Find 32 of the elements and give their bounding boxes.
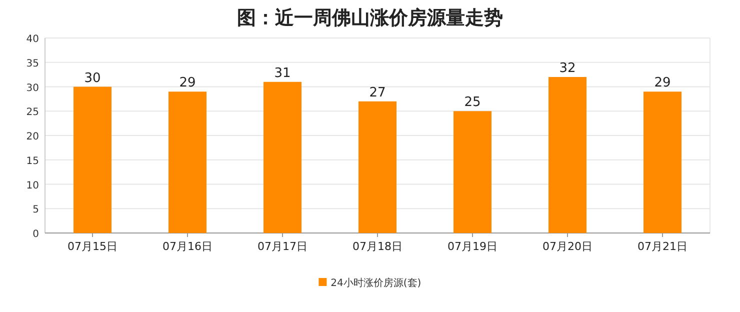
bar	[454, 111, 492, 233]
data-label: 31	[274, 66, 291, 81]
x-tick-label: 07月20日	[542, 240, 592, 253]
x-tick-label: 07月21日	[638, 240, 688, 253]
x-tick-label: 07月17日	[258, 240, 308, 253]
legend-label: 24小时涨价房源(套)	[330, 277, 422, 289]
x-tick-label: 07月19日	[448, 240, 498, 253]
y-tick-label: 30	[26, 82, 39, 94]
y-tick-label: 15	[26, 156, 39, 167]
data-label: 25	[464, 95, 481, 110]
data-label: 30	[84, 70, 101, 86]
y-tick-label: 25	[26, 107, 39, 118]
data-label: 32	[559, 61, 576, 76]
y-tick-label: 10	[26, 180, 39, 192]
data-label: 27	[369, 85, 386, 100]
chart-title: 图：近一周佛山涨价房源量走势	[237, 7, 503, 29]
data-label: 29	[179, 76, 196, 91]
bar	[264, 82, 302, 233]
data-label: 29	[654, 76, 671, 91]
bar	[358, 101, 396, 233]
bar	[168, 92, 206, 233]
bar	[548, 77, 586, 233]
y-tick-label: 5	[32, 204, 39, 216]
y-tick-label: 40	[26, 34, 39, 45]
y-tick-label: 0	[32, 229, 39, 240]
x-tick-label: 07月16日	[162, 240, 212, 253]
bar	[644, 92, 682, 233]
y-tick-label: 20	[26, 132, 39, 142]
x-tick-label: 07月18日	[352, 240, 402, 253]
x-tick-label: 07月15日	[68, 240, 118, 253]
bar	[74, 86, 112, 233]
y-tick-label: 35	[26, 58, 39, 70]
